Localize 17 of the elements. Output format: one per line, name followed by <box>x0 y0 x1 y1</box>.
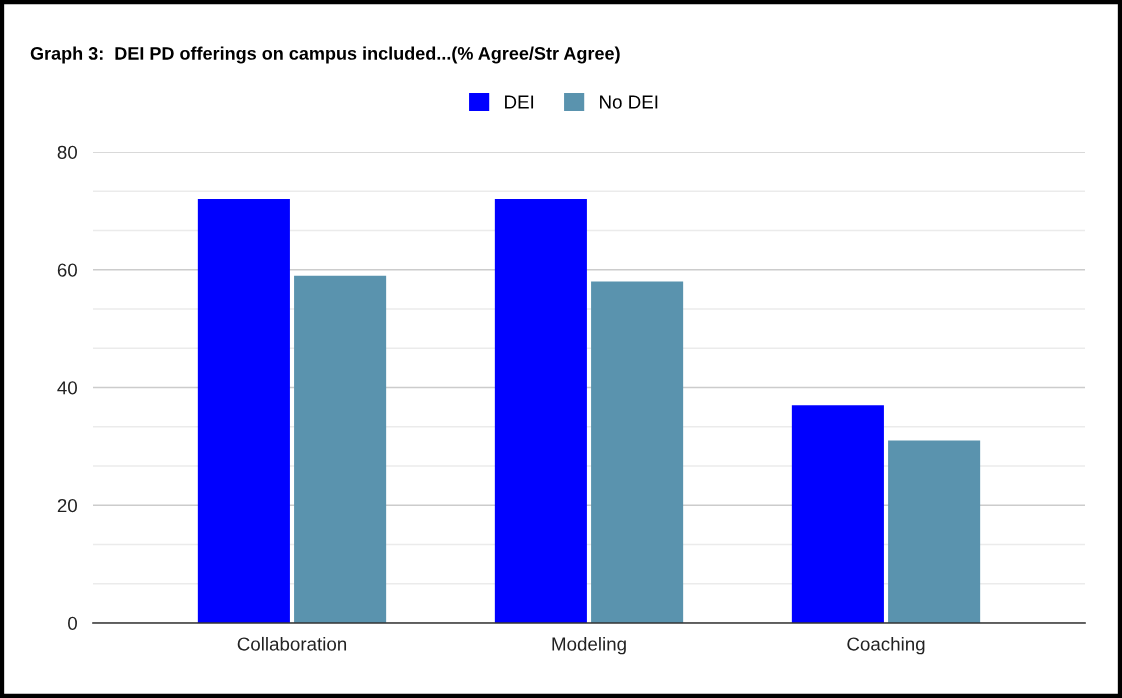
chart-title: Graph 3: DEI PD offerings on campus included...(% Agree/Str Agree) <box>30 46 620 64</box>
x-tick-label: Coaching <box>847 636 925 655</box>
legend-label: No DEI <box>600 95 658 109</box>
x-tick-label: Collaboration <box>237 636 347 651</box>
x-tick-label: Modeling <box>552 636 626 655</box>
y-tick-label: 20 <box>57 498 77 513</box>
bar <box>197 199 290 623</box>
y-tick-label: 0 <box>68 616 77 630</box>
bar <box>591 281 684 623</box>
y-tick-label: 40 <box>57 381 77 395</box>
bar <box>494 199 587 623</box>
bar <box>791 405 884 623</box>
legend-label: DEI <box>505 95 534 109</box>
y-tick-label: 80 <box>57 145 77 159</box>
y-tick-label: 60 <box>57 263 77 277</box>
bar <box>294 275 387 623</box>
bar <box>888 440 981 623</box>
